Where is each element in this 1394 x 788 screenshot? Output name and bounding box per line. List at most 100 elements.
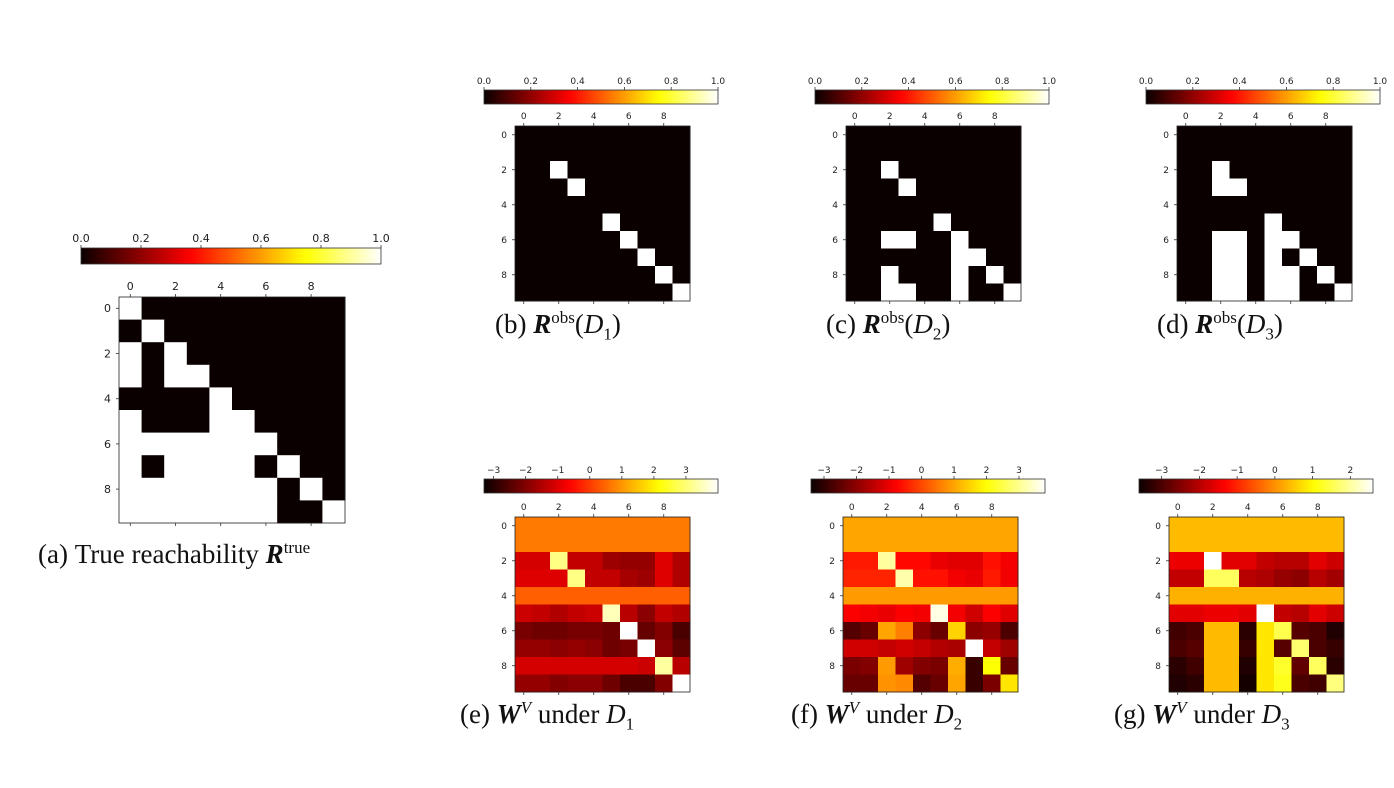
heatmap-cell (550, 657, 568, 675)
heatmap-cell (986, 178, 1004, 197)
heatmap-cell (951, 161, 969, 179)
heatmap-cell (933, 231, 952, 249)
heatmap-cell (1299, 161, 1318, 179)
heatmap-cell (515, 161, 533, 179)
heatmap-cell (186, 410, 210, 434)
heatmap-cell (1282, 231, 1300, 249)
caption-symbol: R (862, 309, 881, 339)
heatmap-frame (1168, 516, 1345, 693)
heatmap-cell (846, 126, 864, 144)
colorbar-tick-label: 0.0 (477, 77, 492, 87)
x-tick-label: 6 (957, 112, 963, 122)
heatmap-cell (878, 674, 896, 693)
heatmap-cell (620, 231, 638, 249)
heatmap-cell (620, 552, 638, 570)
heatmap-cell (1264, 126, 1283, 144)
heatmap-cell (1177, 126, 1195, 144)
heatmap-cell (930, 674, 949, 693)
heatmap-cell (1274, 587, 1292, 605)
heatmap-cell (1282, 248, 1300, 267)
heatmap-cell (933, 248, 952, 267)
heatmap-cell (209, 319, 233, 343)
heatmap-cell (986, 143, 1004, 162)
heatmap-cell (567, 248, 586, 267)
heatmap-cell (602, 622, 621, 640)
heatmap-cell (550, 196, 568, 214)
heatmap-cell (895, 639, 914, 658)
heatmap-cell (948, 587, 966, 605)
heatmap-cell (1309, 517, 1327, 535)
heatmap-cell (672, 639, 691, 658)
heatmap-cell (620, 283, 638, 302)
heatmap-cell (1247, 161, 1265, 179)
heatmap-cell (948, 569, 966, 588)
heatmap-cell (1204, 569, 1222, 588)
heatmap-cell (986, 266, 1004, 284)
colorbar-tick-label: 1.0 (1042, 77, 1057, 87)
heatmap-cell (1221, 622, 1240, 640)
heatmap-cell (1247, 248, 1265, 267)
heatmap-cell (637, 552, 656, 570)
heatmap-cell (585, 126, 603, 144)
heatmap-cell (532, 126, 551, 144)
heatmap-cell (1334, 283, 1353, 302)
heatmap-cell (322, 500, 346, 524)
caption-label: (c) (826, 309, 856, 339)
colorbar-tick-label: 0.6 (252, 232, 270, 245)
heatmap-cell (1003, 231, 1022, 249)
heatmap-cell (1326, 552, 1345, 570)
heatmap-cell (119, 364, 143, 388)
heatmap-cell (1239, 622, 1257, 640)
heatmap-cell (637, 196, 656, 214)
heatmap-cell (141, 455, 165, 479)
heatmap-cell (299, 319, 323, 343)
heatmap-cell (843, 552, 861, 570)
heatmap-cell (968, 231, 987, 249)
caption-sup: obs (551, 308, 575, 327)
heatmap-cell (232, 477, 256, 501)
caption-b: (b) Robs(D1) (495, 308, 621, 344)
heatmap-cell (637, 534, 656, 553)
heatmap-cell (532, 569, 551, 588)
heatmap-cell (550, 534, 568, 553)
heatmap-cell (655, 657, 673, 675)
heatmap-cell (1177, 161, 1195, 179)
heatmap-cell (1169, 587, 1187, 605)
y-tick-label: 8 (1155, 662, 1161, 672)
heatmap-cell (983, 639, 1001, 658)
heatmap-cell (567, 657, 586, 675)
heatmap-cell (1282, 143, 1300, 162)
heatmap-cell (1334, 161, 1353, 179)
heatmap-cell (1239, 657, 1257, 675)
colorbar-c (814, 89, 1050, 105)
heatmap-cell (860, 517, 879, 535)
heatmap-cell (965, 674, 984, 693)
heatmap-cell (846, 143, 864, 162)
colorbar-tick-label: 0.2 (524, 77, 538, 87)
heatmap-cell (1326, 622, 1345, 640)
heatmap-cell (1169, 674, 1187, 693)
heatmap-cell (532, 178, 551, 197)
heatmap-cell (1177, 283, 1195, 302)
heatmap-cell (1282, 266, 1300, 284)
heatmap-cell (655, 143, 673, 162)
heatmap-cell (965, 622, 984, 640)
heatmap-cell (567, 674, 586, 693)
heatmap-cell (1186, 552, 1205, 570)
heatmap-cell (602, 266, 621, 284)
heatmap-cell (620, 622, 638, 640)
heatmap-cell (965, 657, 984, 675)
heatmap-cell (532, 587, 551, 605)
heatmap-cell (933, 266, 952, 284)
colorbar-tick-label: 0.2 (1186, 77, 1200, 87)
heatmap-cell (913, 517, 931, 535)
x-tick-label: 4 (1253, 112, 1259, 122)
caption-dataset: D (1261, 699, 1282, 729)
heatmap-cell (983, 517, 1001, 535)
heatmap-cell (1229, 248, 1248, 267)
heatmap-cell (585, 517, 603, 535)
heatmap-cell (968, 161, 987, 179)
heatmap-cell (948, 639, 966, 658)
